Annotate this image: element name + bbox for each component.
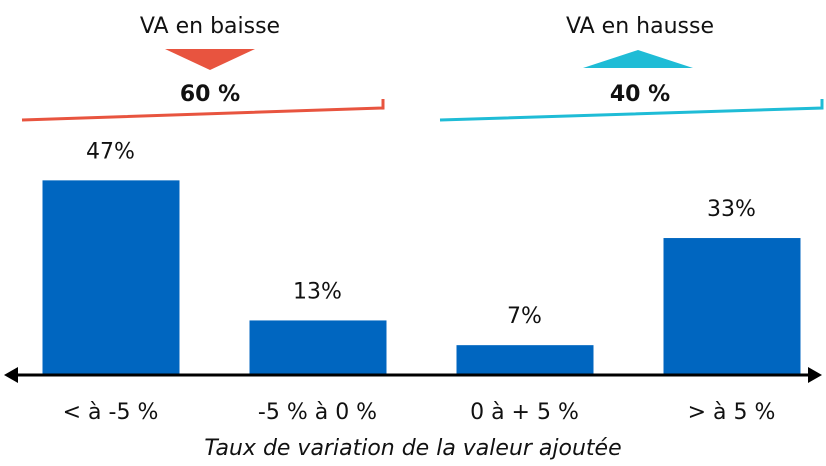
x-tick-label: 0 à + 5 % — [470, 400, 579, 425]
x-tick-label: -5 % à 0 % — [258, 400, 377, 425]
value-label: 7% — [507, 304, 542, 329]
axis-arrow — [808, 367, 822, 383]
bar — [456, 345, 594, 374]
x-tick-label: < à -5 % — [63, 400, 159, 425]
value-label: 13% — [293, 279, 342, 304]
axis-arrow — [4, 367, 18, 383]
group-arrow — [165, 49, 255, 70]
group-total: 40 % — [610, 82, 670, 107]
group-bracket — [21, 99, 385, 122]
bar — [42, 180, 180, 374]
bar — [249, 320, 387, 374]
group-arrow — [583, 50, 693, 68]
group-bracket — [439, 99, 824, 122]
x-tick-label: > à 5 % — [688, 400, 776, 425]
bar — [663, 238, 801, 374]
value-label: 33% — [707, 197, 756, 222]
group-total: 60 % — [180, 82, 240, 107]
x-axis-label: Taux de variation de la valeur ajoutée — [204, 436, 621, 461]
group-label: VA en baisse — [140, 14, 280, 39]
group-label: VA en hausse — [566, 14, 714, 39]
value-label: 47% — [86, 139, 135, 164]
